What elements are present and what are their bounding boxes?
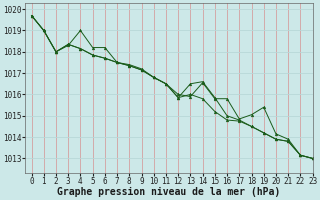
X-axis label: Graphe pression niveau de la mer (hPa): Graphe pression niveau de la mer (hPa) [57,187,281,197]
